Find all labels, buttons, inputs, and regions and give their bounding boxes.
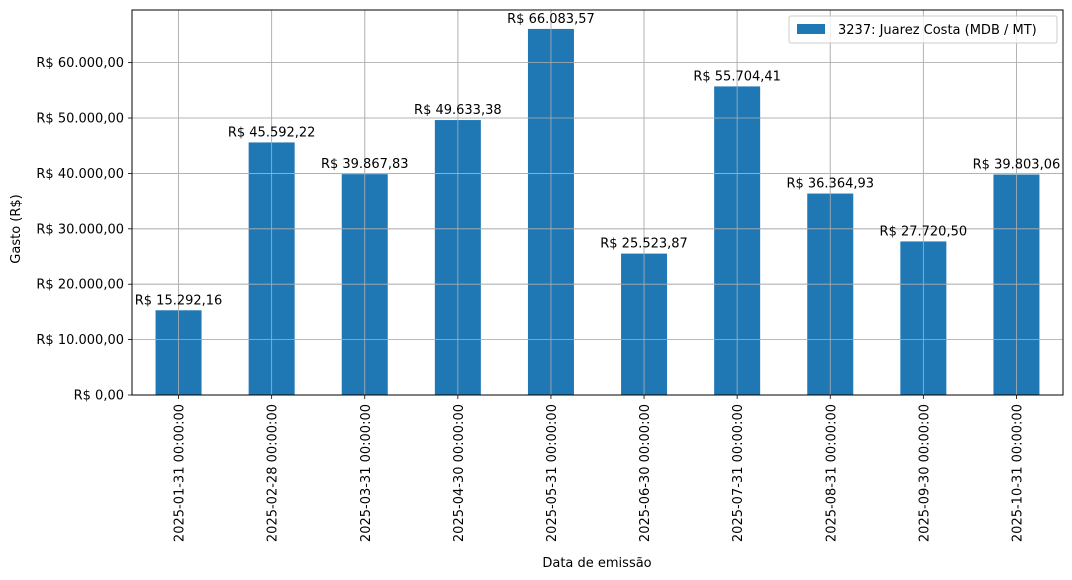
bar-value-label: R$ 27.720,50 xyxy=(880,224,968,239)
y-tick-label: R$ 0,00 xyxy=(74,389,124,404)
bar-value-label: R$ 66.083,57 xyxy=(507,12,595,27)
x-tick-label: 2025-05-31 00:00:00 xyxy=(545,404,560,542)
bar-value-label: R$ 39.803,06 xyxy=(973,158,1061,173)
legend-box xyxy=(788,15,1058,44)
y-tick-label: R$ 40.000,00 xyxy=(36,167,124,182)
bar-value-labels: R$ 15.292,16 R$ 45.592,22 R$ 39.867,83 R$ 4… xyxy=(135,12,1061,308)
legend: 3237: Juarez Costa (MDB / MT) xyxy=(788,15,1058,44)
x-tick-label: 2025-02-28 00:00:00 xyxy=(266,404,281,542)
y-tick-label: R$ 60.000,00 xyxy=(36,56,124,71)
legend-entry-label: 3237: Juarez Costa (MDB / MT) xyxy=(838,23,1037,38)
plot-frame xyxy=(131,9,1064,396)
bar-value-label: R$ 25.523,87 xyxy=(600,237,688,252)
axes xyxy=(128,9,1064,399)
y-tick-label: R$ 30.000,00 xyxy=(36,222,124,237)
x-tick-label: 2025-03-31 00:00:00 xyxy=(359,404,374,542)
x-tick-label: 2025-08-31 00:00:00 xyxy=(824,404,839,542)
bar-value-label: R$ 45.592,22 xyxy=(228,125,316,140)
bar-value-label: R$ 55.704,41 xyxy=(693,69,781,84)
legend-swatch xyxy=(797,24,825,34)
bar-value-label: R$ 15.292,16 xyxy=(135,293,223,308)
x-tick-labels: 2025-01-31 00:00:00 2025-02-28 00:00:00 20… xyxy=(173,404,1026,542)
bar-value-label: R$ 39.867,83 xyxy=(321,157,409,172)
x-tick-label: 2025-07-31 00:00:00 xyxy=(731,404,746,542)
x-tick-label: 2025-01-31 00:00:00 xyxy=(173,404,188,542)
y-tick-label: R$ 50.000,00 xyxy=(36,112,124,127)
x-tick-label: 2025-09-30 00:00:00 xyxy=(917,404,932,542)
x-tick-label: 2025-04-30 00:00:00 xyxy=(452,404,467,542)
bar-value-label: R$ 36.364,93 xyxy=(786,177,874,192)
y-axis-label: Gasto (R$) xyxy=(9,194,24,263)
bar-value-label: R$ 49.633,38 xyxy=(414,103,502,118)
bars xyxy=(132,10,1063,396)
y-tick-labels: R$ 0,00 R$ 10.000,00 R$ 20.000,00 R$ 30.000… xyxy=(36,56,124,403)
x-tick-label: 2025-06-30 00:00:00 xyxy=(638,404,653,542)
y-tick-label: R$ 20.000,00 xyxy=(36,278,124,293)
x-tick-label: 2025-10-31 00:00:00 xyxy=(1010,404,1025,542)
x-axis-label: Data de emissão xyxy=(542,556,651,571)
y-tick-label: R$ 10.000,00 xyxy=(36,333,124,348)
